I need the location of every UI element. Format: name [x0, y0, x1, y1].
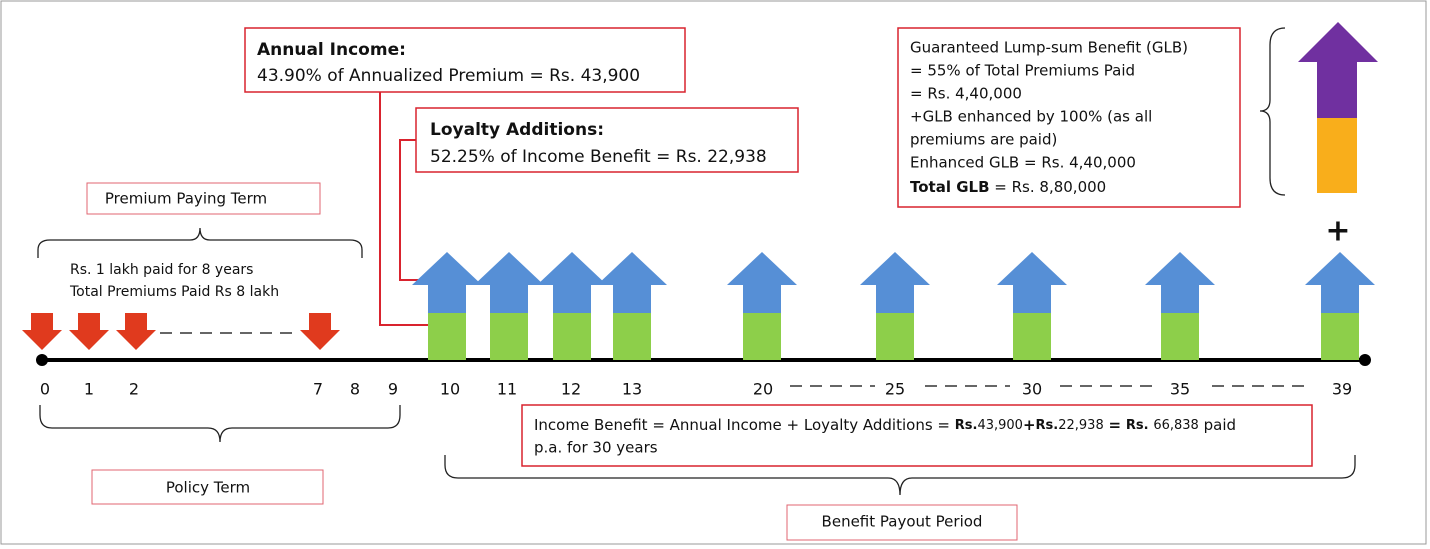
- glb-bar-base: [1317, 118, 1357, 193]
- timeline-label: 25: [885, 380, 905, 399]
- brace: [1259, 27, 1286, 196]
- text: Income Benefit = Annual Income + Loyalty…: [534, 416, 950, 434]
- box: [244, 27, 686, 93]
- loyalty-text: 52.25% of Income Benefit = Rs. 22,938: [430, 147, 767, 167]
- glb-line: +GLB enhanced by 100% (as all: [910, 108, 1152, 126]
- income-arrow: [1305, 252, 1375, 313]
- timeline-end: [1359, 354, 1371, 366]
- timeline-label: 11: [497, 380, 517, 399]
- premium-paying-term: Premium Paying Term: [105, 190, 267, 208]
- box: [786, 504, 1018, 541]
- connector: [379, 92, 430, 326]
- loyalty-bar: [1013, 313, 1051, 360]
- timeline-label: 20: [753, 380, 773, 399]
- timeline-end: [36, 354, 48, 366]
- loyalty-bar: [743, 313, 781, 360]
- benefit-payout-period: Benefit Payout Period: [822, 513, 983, 531]
- timeline-label: 39: [1332, 380, 1352, 399]
- text: Rs.: [1126, 418, 1149, 433]
- income-arrow: [997, 252, 1067, 313]
- loyalty-bar: [1321, 313, 1359, 360]
- glb-text: Guaranteed Lump-sum Benefit (GLB) = 55% o…: [910, 39, 1188, 172]
- glb-bar-enhanced: [1317, 60, 1357, 118]
- timeline-label: 7: [313, 380, 323, 399]
- box: [897, 27, 1241, 208]
- text: 43,900: [977, 418, 1023, 433]
- timeline-label: 0: [40, 380, 50, 399]
- plus: +: [1325, 214, 1350, 249]
- glb-arrow-head: [1298, 22, 1378, 62]
- loyalty-bar: [490, 313, 528, 360]
- premium-arrow: [116, 313, 156, 350]
- brace: [444, 455, 1356, 496]
- premium-arrow: [300, 313, 340, 350]
- timeline-label: 2: [129, 380, 139, 399]
- connector: [399, 139, 430, 281]
- timeline-label: 30: [1022, 380, 1042, 399]
- income-arrow: [597, 252, 667, 313]
- timeline-label: 13: [622, 380, 642, 399]
- loyalty-bar: [613, 313, 651, 360]
- glb-line: Enhanced GLB = Rs. 4,40,000: [910, 154, 1136, 172]
- policy-term: Policy Term: [166, 479, 250, 497]
- glb-line: = 55% of Total Premiums Paid: [910, 62, 1135, 80]
- income-benefit: Income Benefit = Annual Income + Loyalty…: [534, 416, 1236, 434]
- annual-income-text: 43.90% of Annualized Premium = Rs. 43,90…: [257, 66, 640, 86]
- income-arrow: [474, 252, 544, 313]
- glb-line: Guaranteed Lump-sum Benefit (GLB): [910, 39, 1188, 57]
- text: +: [1023, 416, 1036, 434]
- timeline-labels: 0 1 2 7 8 9 10 11 12 13 20 25 30 35 39: [40, 380, 1352, 399]
- timeline-label: 12: [561, 380, 581, 399]
- income-arrow: [727, 252, 797, 313]
- timeline-label: 9: [388, 380, 398, 399]
- income-arrow: [860, 252, 930, 313]
- glb-total-value: = Rs. 8,80,000: [994, 178, 1106, 196]
- glb-line: premiums are paid): [910, 131, 1057, 149]
- glb-total-label: Total GLB: [910, 178, 990, 196]
- loyalty-bar: [428, 313, 466, 360]
- timeline-label: 35: [1170, 380, 1190, 399]
- arrows: [22, 252, 1375, 360]
- text: Rs.: [955, 418, 978, 433]
- box: [415, 107, 799, 173]
- loyalty-bar: [553, 313, 591, 360]
- premium-arrow: [69, 313, 109, 350]
- premium-arrow: [22, 313, 62, 350]
- income-benefit-line2: p.a. for 30 years: [534, 439, 658, 457]
- box: [91, 469, 324, 505]
- income-arrow: [412, 252, 482, 313]
- box: [86, 182, 321, 215]
- text: paid: [1204, 416, 1236, 434]
- glb-line: = Rs. 4,40,000: [910, 85, 1022, 103]
- brace: [39, 405, 401, 443]
- box: [521, 404, 1313, 467]
- premium-note: Total Premiums Paid Rs 8 lakh: [69, 284, 279, 300]
- text: Rs.: [1036, 418, 1059, 433]
- annual-income-title: Annual Income:: [257, 40, 406, 60]
- income-arrow: [1145, 252, 1215, 313]
- timeline-label: 8: [350, 380, 360, 399]
- text: =: [1109, 416, 1122, 434]
- glb-total: Total GLB = Rs. 8,80,000: [910, 178, 1106, 196]
- brace: [37, 227, 363, 258]
- text: 66,838: [1153, 418, 1199, 433]
- timeline-label: 1: [84, 380, 94, 399]
- text: 22,938: [1058, 418, 1104, 433]
- loyalty-title: Loyalty Additions:: [430, 120, 604, 140]
- income-arrow: [537, 252, 607, 313]
- timeline-label: 10: [440, 380, 460, 399]
- loyalty-bar: [876, 313, 914, 360]
- loyalty-bar: [1161, 313, 1199, 360]
- premium-note: Rs. 1 lakh paid for 8 years: [70, 262, 253, 278]
